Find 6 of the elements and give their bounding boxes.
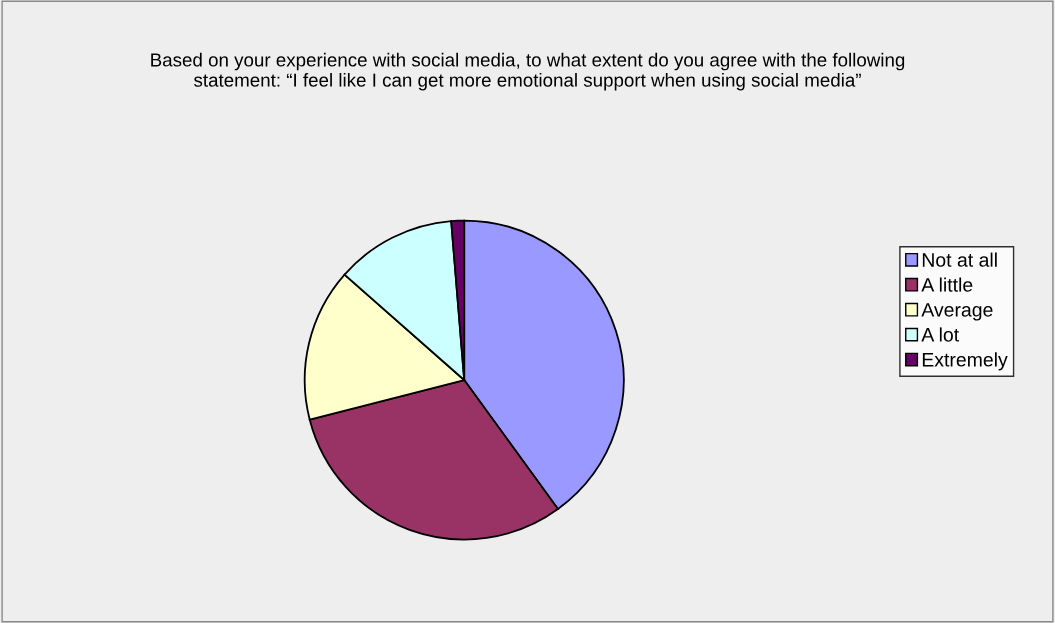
legend-label: Average <box>921 303 993 321</box>
legend-label: Extremely <box>922 352 1008 371</box>
legend-label: A lot <box>921 327 959 342</box>
chart-title: Based on your experience with social media, to what extent do you agree with the following statement: “I feel like I can get more emotional support when using social media” <box>151 52 905 91</box>
legend-label: A little <box>921 277 973 292</box>
legend-label: Not at all <box>922 252 997 267</box>
